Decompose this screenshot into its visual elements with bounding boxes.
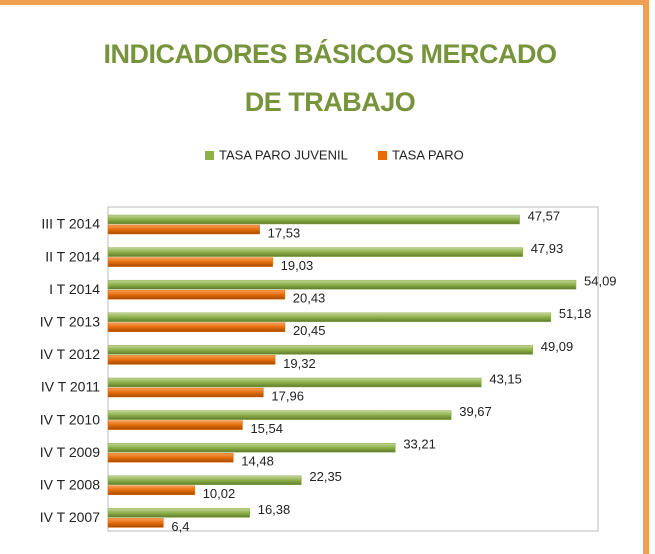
- bar: [107, 247, 523, 257]
- y-tick-label: IV T 2008: [40, 477, 100, 493]
- data-label: 43,15: [489, 371, 522, 386]
- plot-border: [107, 206, 599, 532]
- data-label: 6,4: [171, 519, 189, 534]
- bar: [107, 289, 286, 300]
- bar: [107, 257, 273, 267]
- data-label: 33,21: [403, 437, 436, 452]
- legend-label: TASA PARO JUVENIL: [219, 147, 348, 162]
- data-label: 47,57: [528, 208, 561, 223]
- bar: [107, 518, 164, 528]
- bar: [107, 420, 243, 430]
- y-tick-label: IV T 2011: [41, 379, 100, 395]
- data-label: 19,32: [283, 356, 316, 371]
- data-label: 39,67: [459, 404, 492, 419]
- data-label: 20,45: [293, 323, 326, 338]
- legend-label: TASA PARO: [392, 147, 464, 162]
- bar: [107, 377, 482, 388]
- data-label: 10,02: [203, 486, 236, 501]
- data-label: 51,18: [559, 306, 592, 321]
- bar: [107, 224, 260, 235]
- data-label: 17,96: [271, 388, 304, 403]
- bar: [107, 345, 533, 355]
- legend-swatch: [205, 151, 214, 160]
- bar: [107, 452, 234, 463]
- y-tick-label: IV T 2013: [40, 314, 100, 330]
- bar: [107, 475, 302, 486]
- data-label: 15,54: [250, 421, 283, 436]
- bar: [107, 387, 264, 398]
- bar: [107, 214, 520, 225]
- data-label: 47,93: [531, 241, 564, 256]
- data-label: 19,03: [281, 258, 314, 273]
- y-tick-label: IV T 2010: [40, 411, 100, 427]
- y-tick-label: II T 2014: [45, 248, 100, 264]
- bar: [107, 279, 577, 290]
- data-label: 22,35: [309, 469, 342, 484]
- data-label: 49,09: [541, 339, 574, 354]
- data-label: 54,09: [584, 274, 617, 289]
- y-tick-label: IV T 2007: [40, 509, 100, 525]
- data-label: 16,38: [258, 502, 291, 517]
- y-tick-label: IV T 2009: [40, 444, 100, 460]
- chart-title: INDICADORES BÁSICOS MERCADO DE TRABAJO: [103, 39, 557, 117]
- y-tick-label: I T 2014: [49, 281, 100, 297]
- bar: [107, 355, 276, 365]
- legend-swatch: [378, 151, 387, 160]
- bar: [107, 312, 552, 323]
- data-label: 17,53: [268, 225, 301, 240]
- data-label: 20,43: [293, 291, 326, 306]
- bar: [107, 410, 452, 420]
- bar: [107, 485, 195, 496]
- y-tick-label: III T 2014: [41, 216, 100, 232]
- bar: [107, 508, 250, 518]
- bar: [107, 442, 396, 453]
- bar: [107, 322, 286, 333]
- data-label: 14,48: [241, 454, 274, 469]
- y-tick-label: IV T 2012: [40, 346, 100, 362]
